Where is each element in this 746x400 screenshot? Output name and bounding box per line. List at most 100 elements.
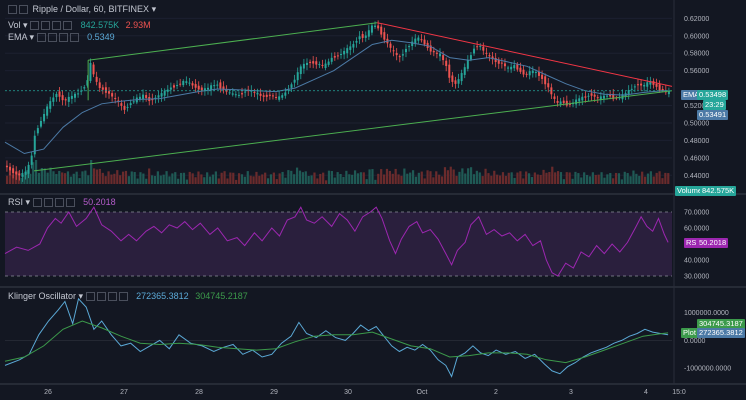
symbol-title[interactable]: Ripple / Dollar, 60, BITFINEX [32,4,150,14]
settings-icon[interactable] [85,292,95,302]
settings-icon[interactable] [32,198,42,208]
candle-body [197,85,200,90]
eye-icon[interactable] [47,33,57,43]
candle-body [612,93,615,100]
candle-body [491,56,494,60]
rsi-label[interactable]: RSI [8,197,24,207]
volume-bar [583,172,586,184]
volume-bar [275,179,278,184]
candle-body [271,95,274,97]
collapse-icon[interactable] [8,5,17,15]
volume-bar [107,171,110,184]
volume-bar [240,174,244,184]
klinger-tag-label: Plot [681,328,698,338]
candle-body [185,81,188,83]
volume-bar [490,175,493,184]
klinger-tag-1: 304745.3187 [697,319,745,329]
volume-bar [49,167,52,184]
volume-bar [75,171,78,184]
remove-icon[interactable] [58,33,68,43]
candle-body [460,73,463,82]
klinger-legend[interactable]: Klinger Oscillator ▾ 272365.3812 304745.… [8,291,248,302]
time-axis-label: 3 [569,389,573,396]
hide-icon[interactable] [19,5,28,15]
ema-legend[interactable]: EMA ▾ 0.5349 [8,32,115,43]
volume-bar [156,171,159,184]
candle-body [383,32,386,40]
volume-bar [429,171,432,184]
eye-icon[interactable] [41,21,51,31]
time-axis-label: 30 [344,389,352,396]
ema-value: 0.5349 [87,32,115,42]
ema-line [4,39,669,155]
candle-body [114,97,117,99]
ema-label[interactable]: EMA [8,32,28,42]
candle-body [95,76,98,82]
candle-body [482,46,485,51]
candle-body [83,87,86,89]
settings-icon[interactable] [36,33,46,43]
rsi-axis-label: 40.0000 [684,258,709,265]
more-icon[interactable] [65,198,75,208]
volume-bar [516,172,519,184]
chevron-down-icon[interactable]: ▾ [25,197,31,207]
candle-body [537,71,540,76]
klinger-value-1: 272365.3812 [136,291,189,301]
remove-icon[interactable] [54,198,64,208]
volume-bar [426,170,429,184]
candle-body [630,88,633,90]
volume-bar [55,174,58,184]
symbol-header[interactable]: Ripple / Dollar, 60, BITFINEX ▾ [8,4,156,15]
chevron-down-icon[interactable]: ▾ [23,20,28,30]
remove-icon[interactable] [107,292,117,302]
volume-bar [121,171,125,184]
volume-bar [327,170,331,184]
more-icon[interactable] [69,33,79,43]
volume-bar [542,169,545,184]
klinger-label[interactable]: Klinger Oscillator [8,291,77,301]
volume-bar [266,178,270,184]
volume-bar [92,168,96,184]
candle-body [179,83,182,85]
trendline-upper [88,22,378,61]
eye-icon[interactable] [96,292,106,302]
candle-body [652,81,655,85]
candle-body [457,79,460,84]
candle-body [525,73,528,75]
trendline-lower [33,90,673,172]
volume-bar [130,171,133,184]
volume-bar [46,172,49,184]
volume-bar [493,170,496,184]
vol-legend[interactable]: Vol ▾ 842.575K 2.93M [8,20,151,31]
vol-label[interactable]: Vol [8,20,21,30]
more-icon[interactable] [118,292,128,302]
volume-bar [139,172,142,184]
chevron-down-icon[interactable]: ▾ [151,4,157,14]
candle-body [340,53,343,55]
eye-icon[interactable] [43,198,53,208]
candle-body [250,90,253,92]
volume-bar [203,177,206,184]
volume-bar [562,179,565,184]
remove-icon[interactable] [52,21,62,31]
settings-icon[interactable] [30,21,40,31]
candle-body [655,83,658,87]
candle-body [343,51,346,55]
candle-body [479,45,482,47]
volume-bar [84,170,87,184]
candle-body [463,67,466,75]
chevron-down-icon[interactable]: ▾ [78,291,84,301]
volume-bar [623,171,626,184]
volume-bar [63,173,67,184]
volume-bar [458,171,461,184]
volume-bar [638,175,641,184]
candle-body [151,98,154,101]
candle-body [77,93,80,95]
candle-body [281,95,284,98]
volume-bar [237,173,241,184]
candle-body [15,171,18,175]
rsi-legend[interactable]: RSI ▾ 50.2018 [8,197,116,208]
more-icon[interactable] [63,21,73,31]
candle-body [126,106,129,108]
chevron-down-icon[interactable]: ▾ [29,32,35,42]
